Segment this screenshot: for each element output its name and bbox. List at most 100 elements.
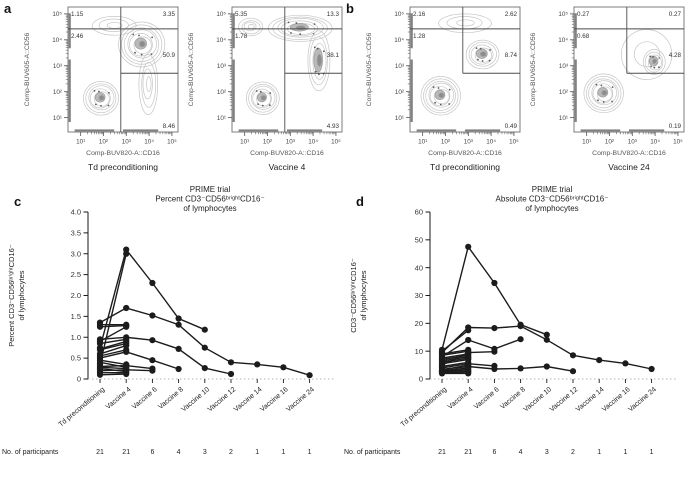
line-chart-svg: PRIME trial Percent CD3⁻CD56ᵇʳⁱᵍʰᵗCD16⁻ of… <box>2 185 335 456</box>
y-tick-label: 10⁵ <box>394 11 404 18</box>
x-tick-label: 10² <box>441 139 450 146</box>
y-tick-label: 10⁴ <box>52 37 62 44</box>
plot-frame <box>573 6 685 133</box>
bottom-edge-events <box>287 129 323 132</box>
contour-ring <box>256 91 272 107</box>
chart-title-line: Absolute CD3⁻CD56ᵇʳⁱᵍʰᵗCD16⁻ <box>496 195 609 204</box>
density-speck <box>652 56 654 58</box>
contour-ring <box>425 81 456 111</box>
contour-ring <box>245 81 280 115</box>
participants-count: 2 <box>229 449 233 456</box>
data-point <box>491 325 498 332</box>
flow-plots-row: a 1.15 3.35 2.46 50.9 8.46 10¹ 10¹ 10² 10² 10³ 10³… <box>0 0 685 178</box>
x-axis-label: Comp-BUV820-A::CD16 <box>86 150 160 157</box>
density-speck <box>299 33 302 36</box>
data-point <box>123 370 130 378</box>
contour-cluster <box>620 29 673 80</box>
density-speck <box>611 86 614 88</box>
participant-line <box>441 329 469 352</box>
x-tick-label: 10¹ <box>418 139 427 146</box>
density-speck <box>107 104 110 107</box>
contour-ring <box>123 27 160 62</box>
data-point <box>622 360 629 367</box>
y-tick-label: 4.0 <box>71 208 81 217</box>
panel-label-d: d <box>356 194 364 209</box>
y-axis-label-line: of lymphocytes <box>359 270 368 320</box>
participants-count: 4 <box>177 449 181 456</box>
y-tick-label: 50 <box>415 235 423 244</box>
quadrant-stat-mid-right: 8.74 <box>505 52 518 59</box>
contour-ring <box>129 33 153 57</box>
contour-cluster <box>307 30 331 92</box>
contour-ring <box>98 95 105 101</box>
participant-line <box>441 365 574 372</box>
participant-line <box>441 361 469 368</box>
x-category-label: Vaccine 6 <box>473 386 501 411</box>
contour-ring <box>652 58 658 65</box>
y-tick-label: 20 <box>415 319 423 328</box>
contour-cluster <box>420 76 461 116</box>
y-axis-label: Comp-BUV605-A::CD56 <box>24 32 31 106</box>
data-point <box>569 352 577 359</box>
data-point <box>517 336 524 343</box>
flow-plot-svg: 5.35 13.3 1.78 38.1 4.93 10¹ 10¹ 10² 10² 10³ 10³ 10… <box>188 6 343 172</box>
contour-cluster <box>245 81 280 115</box>
quadrant-stat-top-left: 2.16 <box>413 11 426 18</box>
y-axis-label: Comp-BUV605-A::CD56 <box>366 32 373 106</box>
density-speck <box>132 33 135 36</box>
density-speck <box>295 22 298 24</box>
contour-ring <box>260 95 267 101</box>
y-tick-label: 10⁴ <box>558 37 568 44</box>
contour-ring <box>272 16 328 40</box>
contour-cluster <box>465 39 500 70</box>
data-point <box>149 312 156 319</box>
y-tick-label: 10³ <box>53 63 62 70</box>
quadrant-stat-mid-left: 0.68 <box>577 33 590 40</box>
y-tick-label: 60 <box>415 208 423 217</box>
y-axis-label: Comp-BUV605-A::CD56 <box>530 32 537 106</box>
data-point <box>543 336 550 343</box>
contour-ring <box>465 39 500 70</box>
density-speck <box>432 86 435 88</box>
quadrant-stat-top-left: 1.15 <box>71 11 84 18</box>
density-speck <box>658 66 660 69</box>
contour-layer <box>574 13 673 132</box>
contour-ring <box>434 88 450 105</box>
left-edge-events <box>410 13 413 49</box>
participant-line <box>99 349 127 357</box>
y-tick-label: 10² <box>217 89 226 96</box>
contour-ring <box>468 41 497 67</box>
chart-title-line: PRIME trial <box>190 185 231 194</box>
y-axis-label-line: Percent CD3⁻CD56ᵇʳⁱᵍʰᵗCD16⁻ <box>7 244 16 347</box>
participant-line <box>441 364 469 371</box>
chart-title-line: of lymphocytes <box>183 204 236 213</box>
density-speck <box>602 101 605 103</box>
participant-line <box>441 370 469 373</box>
density-speck <box>151 36 154 39</box>
contour-ring <box>252 88 272 109</box>
data-point <box>175 315 182 322</box>
x-tick-label: 10¹ <box>76 139 85 146</box>
contour-ring <box>146 76 152 92</box>
contour-ring <box>620 29 673 80</box>
contour-ring <box>91 16 137 36</box>
data-point <box>96 323 104 330</box>
contour-ring <box>107 21 123 29</box>
quadrant-stat-bottom-right: 8.46 <box>163 123 176 130</box>
y-tick-label: 10¹ <box>395 115 404 122</box>
flow-plot-b-td-preconditioning: 2.16 2.62 1.28 8.74 0.49 10¹ 10¹ 10² 10² 10³ 10³ 10… <box>360 2 524 178</box>
density-speck <box>257 103 259 105</box>
line-chart-percent-nk: PRIME trial Percent CD3⁻CD56ᵇʳⁱᵍʰᵗCD16⁻ of… <box>0 182 342 474</box>
density-speck <box>595 83 598 86</box>
contour-ring <box>446 16 483 30</box>
contour-ring <box>85 83 117 114</box>
data-point <box>569 368 577 375</box>
quadrant-stat-mid-left: 1.78 <box>235 33 248 40</box>
contour-ring <box>118 21 166 68</box>
x-category-label: Td preconditioning <box>58 386 107 428</box>
density-speck <box>597 99 599 102</box>
x-tick-label: 10⁴ <box>144 139 154 146</box>
participants-count: 3 <box>203 449 207 456</box>
contour-cluster <box>138 54 159 115</box>
y-tick-label: 10¹ <box>559 115 568 122</box>
